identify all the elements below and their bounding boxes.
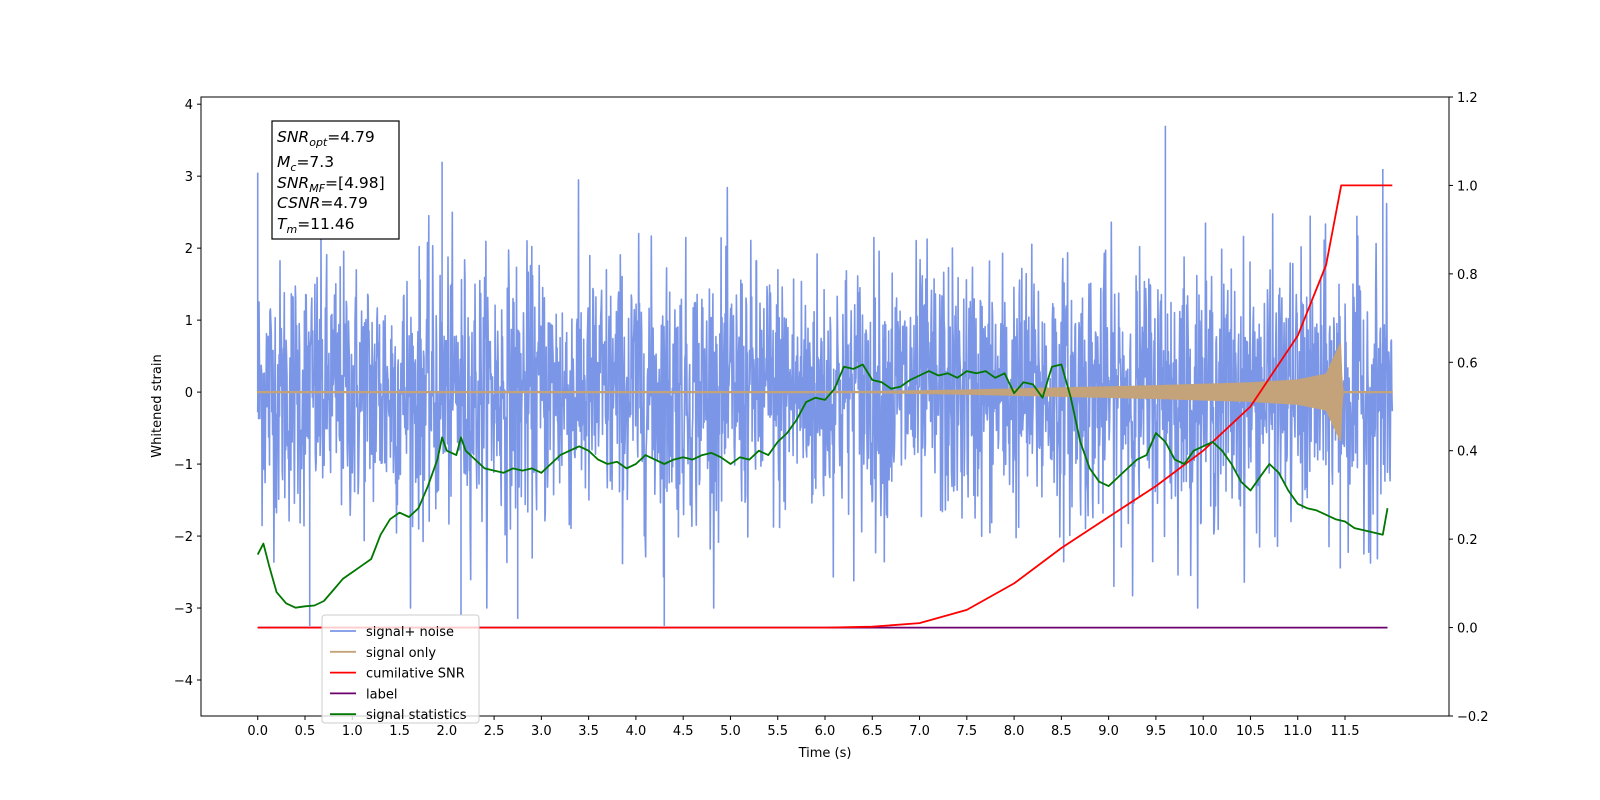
x-tick-label: 4.5 bbox=[673, 724, 694, 739]
y2-tick-label: 0.4 bbox=[1457, 445, 1478, 460]
x-tick-label: 11.5 bbox=[1331, 724, 1360, 739]
y2-axis-ticks: 1.2 1.0 0.8 0.6 0.4 0.2 0.0 −0.2 bbox=[1449, 91, 1489, 725]
cumulative-snr-series bbox=[257, 184, 1393, 629]
legend-label: cumilative SNR bbox=[366, 667, 465, 682]
y-tick-label: 1 bbox=[185, 314, 193, 329]
plot-area bbox=[256, 125, 1394, 629]
snr-opt-text: SNRopt=4.79 bbox=[277, 128, 375, 149]
x-tick-label: 5.5 bbox=[767, 724, 788, 739]
y-tick-label: −1 bbox=[174, 458, 193, 473]
legend-label: label bbox=[366, 687, 397, 702]
tm-text: Tm=11.46 bbox=[277, 215, 355, 236]
legend-label: signal only bbox=[366, 646, 436, 661]
snr-mf-text: SNRMF=[4.98] bbox=[277, 174, 385, 195]
x-tick-label: 8.5 bbox=[1051, 724, 1072, 739]
info-box-frame bbox=[271, 120, 400, 240]
y-tick-label: 0 bbox=[185, 386, 193, 401]
signal-only-envelope bbox=[257, 342, 1393, 442]
x-tick-label: 5.0 bbox=[720, 724, 741, 739]
x-tick-label: 10.0 bbox=[1189, 724, 1218, 739]
x-tick-label: 0.0 bbox=[247, 724, 268, 739]
y2-tick-label: 1.0 bbox=[1457, 179, 1478, 194]
y-axis-label: Whitened strain bbox=[150, 354, 165, 457]
x-tick-label: 2.0 bbox=[436, 724, 457, 739]
x-tick-label: 11.0 bbox=[1283, 724, 1312, 739]
mc-text: Mc=7.3 bbox=[277, 153, 334, 174]
x-tick-label: 8.0 bbox=[1004, 724, 1025, 739]
y-tick-label: 3 bbox=[185, 170, 193, 185]
csnr-text: CSNR=4.79 bbox=[277, 194, 368, 212]
y-tick-label: 2 bbox=[185, 242, 193, 257]
x-tick-label: 3.0 bbox=[531, 724, 552, 739]
cumulative-snr-line bbox=[257, 184, 1393, 629]
y-tick-label: 4 bbox=[185, 98, 193, 113]
y2-tick-label: 0.8 bbox=[1457, 268, 1478, 283]
signal-only-series bbox=[257, 342, 1393, 442]
x-tick-label: 3.5 bbox=[578, 724, 599, 739]
x-tick-label: 0.5 bbox=[295, 724, 316, 739]
y2-tick-label: 1.2 bbox=[1457, 91, 1478, 106]
legend: signal+ noise signal only cumilative SNR la… bbox=[321, 614, 480, 724]
signal-noise-series bbox=[256, 125, 1394, 627]
legend-label: signal statistics bbox=[366, 708, 467, 723]
y-tick-label: −4 bbox=[174, 674, 193, 689]
info-box: SNRopt=4.79 Mc=7.3 SNRMF=[4.98] CSNR=4.7… bbox=[271, 120, 400, 240]
y2-tick-label: −0.2 bbox=[1457, 710, 1489, 725]
x-tick-label: 9.5 bbox=[1146, 724, 1167, 739]
y2-tick-label: 0.0 bbox=[1457, 622, 1478, 637]
x-tick-label: 10.5 bbox=[1236, 724, 1265, 739]
legend-label: signal+ noise bbox=[366, 625, 454, 640]
signal-statistics-line bbox=[256, 363, 1389, 609]
x-tick-label: 1.0 bbox=[342, 724, 363, 739]
x-axis-ticks: 0.0 0.5 1.0 1.5 2.0 2.5 3.0 3.5 4.0 4.5 5.0 5.5 6.0 6… bbox=[247, 716, 1359, 739]
y2-tick-label: 0.2 bbox=[1457, 533, 1478, 548]
x-axis-label: Time (s) bbox=[798, 746, 852, 761]
x-tick-label: 9.0 bbox=[1098, 724, 1119, 739]
y-tick-label: −2 bbox=[174, 530, 193, 545]
y-axis-ticks: 4 3 2 1 0 −1 −2 −3 −4 bbox=[174, 98, 201, 689]
x-tick-label: 1.5 bbox=[389, 724, 410, 739]
x-tick-label: 7.0 bbox=[909, 724, 930, 739]
x-tick-label: 7.5 bbox=[956, 724, 977, 739]
y-tick-label: −3 bbox=[174, 602, 193, 617]
x-tick-label: 4.0 bbox=[626, 724, 647, 739]
signal-statistics-series bbox=[256, 363, 1389, 609]
y2-tick-label: 0.6 bbox=[1457, 356, 1478, 371]
legend-frame bbox=[321, 614, 480, 724]
x-tick-label: 2.5 bbox=[484, 724, 505, 739]
x-tick-label: 6.5 bbox=[862, 724, 883, 739]
signal-noise-line bbox=[256, 179, 1394, 609]
x-tick-label: 6.0 bbox=[815, 724, 836, 739]
